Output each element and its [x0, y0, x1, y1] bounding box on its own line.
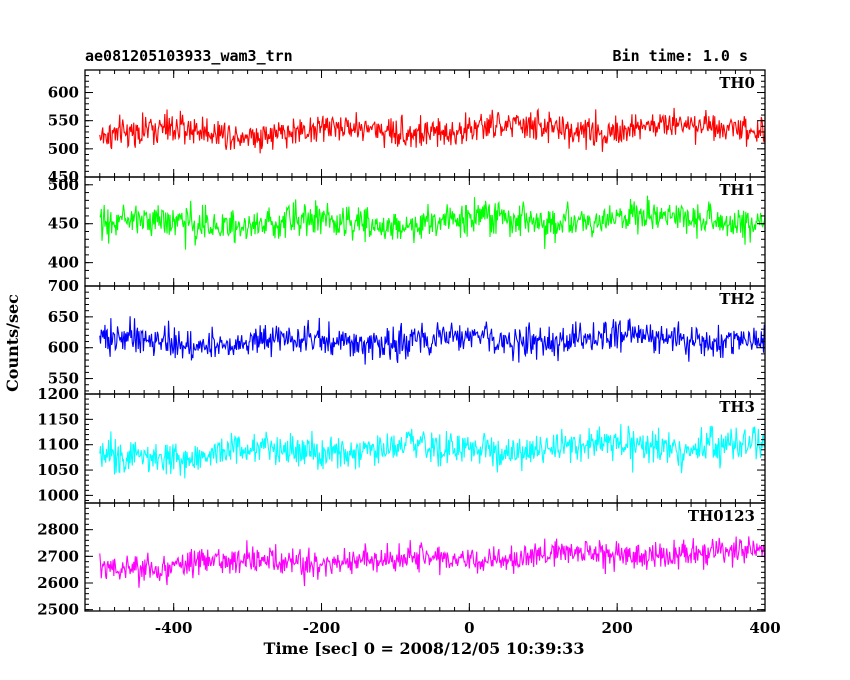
panel-frame: [84, 502, 766, 612]
bin-time-label: Bin time: 1.0 s: [613, 47, 748, 65]
y-tick-label: 500: [48, 176, 79, 194]
y-tick-label: 1000: [37, 486, 79, 504]
y-tick-label: 1150: [37, 410, 79, 428]
x-tick-label: 0: [464, 619, 474, 637]
x-tick-label: -400: [155, 619, 193, 637]
x-tick-label: 200: [602, 619, 633, 637]
y-tick-label: 2700: [37, 547, 79, 565]
panel-th2: 550 600 650 700 TH2: [48, 277, 766, 395]
y-tick-label: 600: [48, 84, 79, 102]
panel-frame: [84, 176, 766, 287]
y-tick-label: 450: [48, 215, 79, 233]
panel-label: TH0: [719, 74, 755, 92]
x-tick-label: 400: [749, 619, 780, 637]
series-line-th2: [99, 316, 765, 365]
series-line-th1: [99, 195, 765, 250]
panel-label: TH1: [719, 181, 755, 199]
y-tick-label: 1050: [37, 461, 79, 479]
series-line-th0123: [99, 536, 765, 588]
panel-label: TH0123: [688, 507, 755, 525]
x-tick-label: -200: [303, 619, 341, 637]
panel-th1: 400 450 500 TH1: [48, 176, 766, 287]
series-line-th0: [99, 107, 765, 154]
x-axis-label: Time [sec] 0 = 2008/12/05 10:39:33: [264, 639, 585, 658]
panel-label: TH2: [719, 290, 755, 308]
y-axis-label: Counts/sec: [3, 294, 22, 392]
y-tick-label: 2500: [37, 601, 79, 619]
y-tick-label: 2600: [37, 574, 79, 592]
chart-title: ae081205103933_wam3_trn: [85, 47, 293, 65]
panel-label: TH3: [719, 398, 755, 416]
panel-th3: 1000 1050 1100 1150 1200 TH3: [37, 385, 766, 504]
panel-th0123: 2500 2600 2700 2800 TH0123: [37, 502, 766, 619]
y-tick-label: 1100: [37, 436, 79, 454]
panel-th0: 450 500 550 600 TH0: [48, 69, 766, 186]
y-tick-label: 2800: [37, 521, 79, 539]
y-tick-label: 500: [48, 140, 79, 158]
y-tick-label: 700: [48, 277, 79, 295]
y-tick-label: 450: [48, 168, 79, 186]
y-tick-label: 1200: [37, 385, 79, 403]
y-tick-label: 650: [48, 308, 79, 326]
series-line-th3: [99, 424, 765, 479]
y-tick-label: 400: [48, 254, 79, 272]
y-tick-label: 550: [48, 370, 79, 388]
y-tick-label: 550: [48, 112, 79, 130]
y-tick-label: 600: [48, 339, 79, 357]
x-axis: -400 -200 0 200 400: [155, 619, 781, 637]
